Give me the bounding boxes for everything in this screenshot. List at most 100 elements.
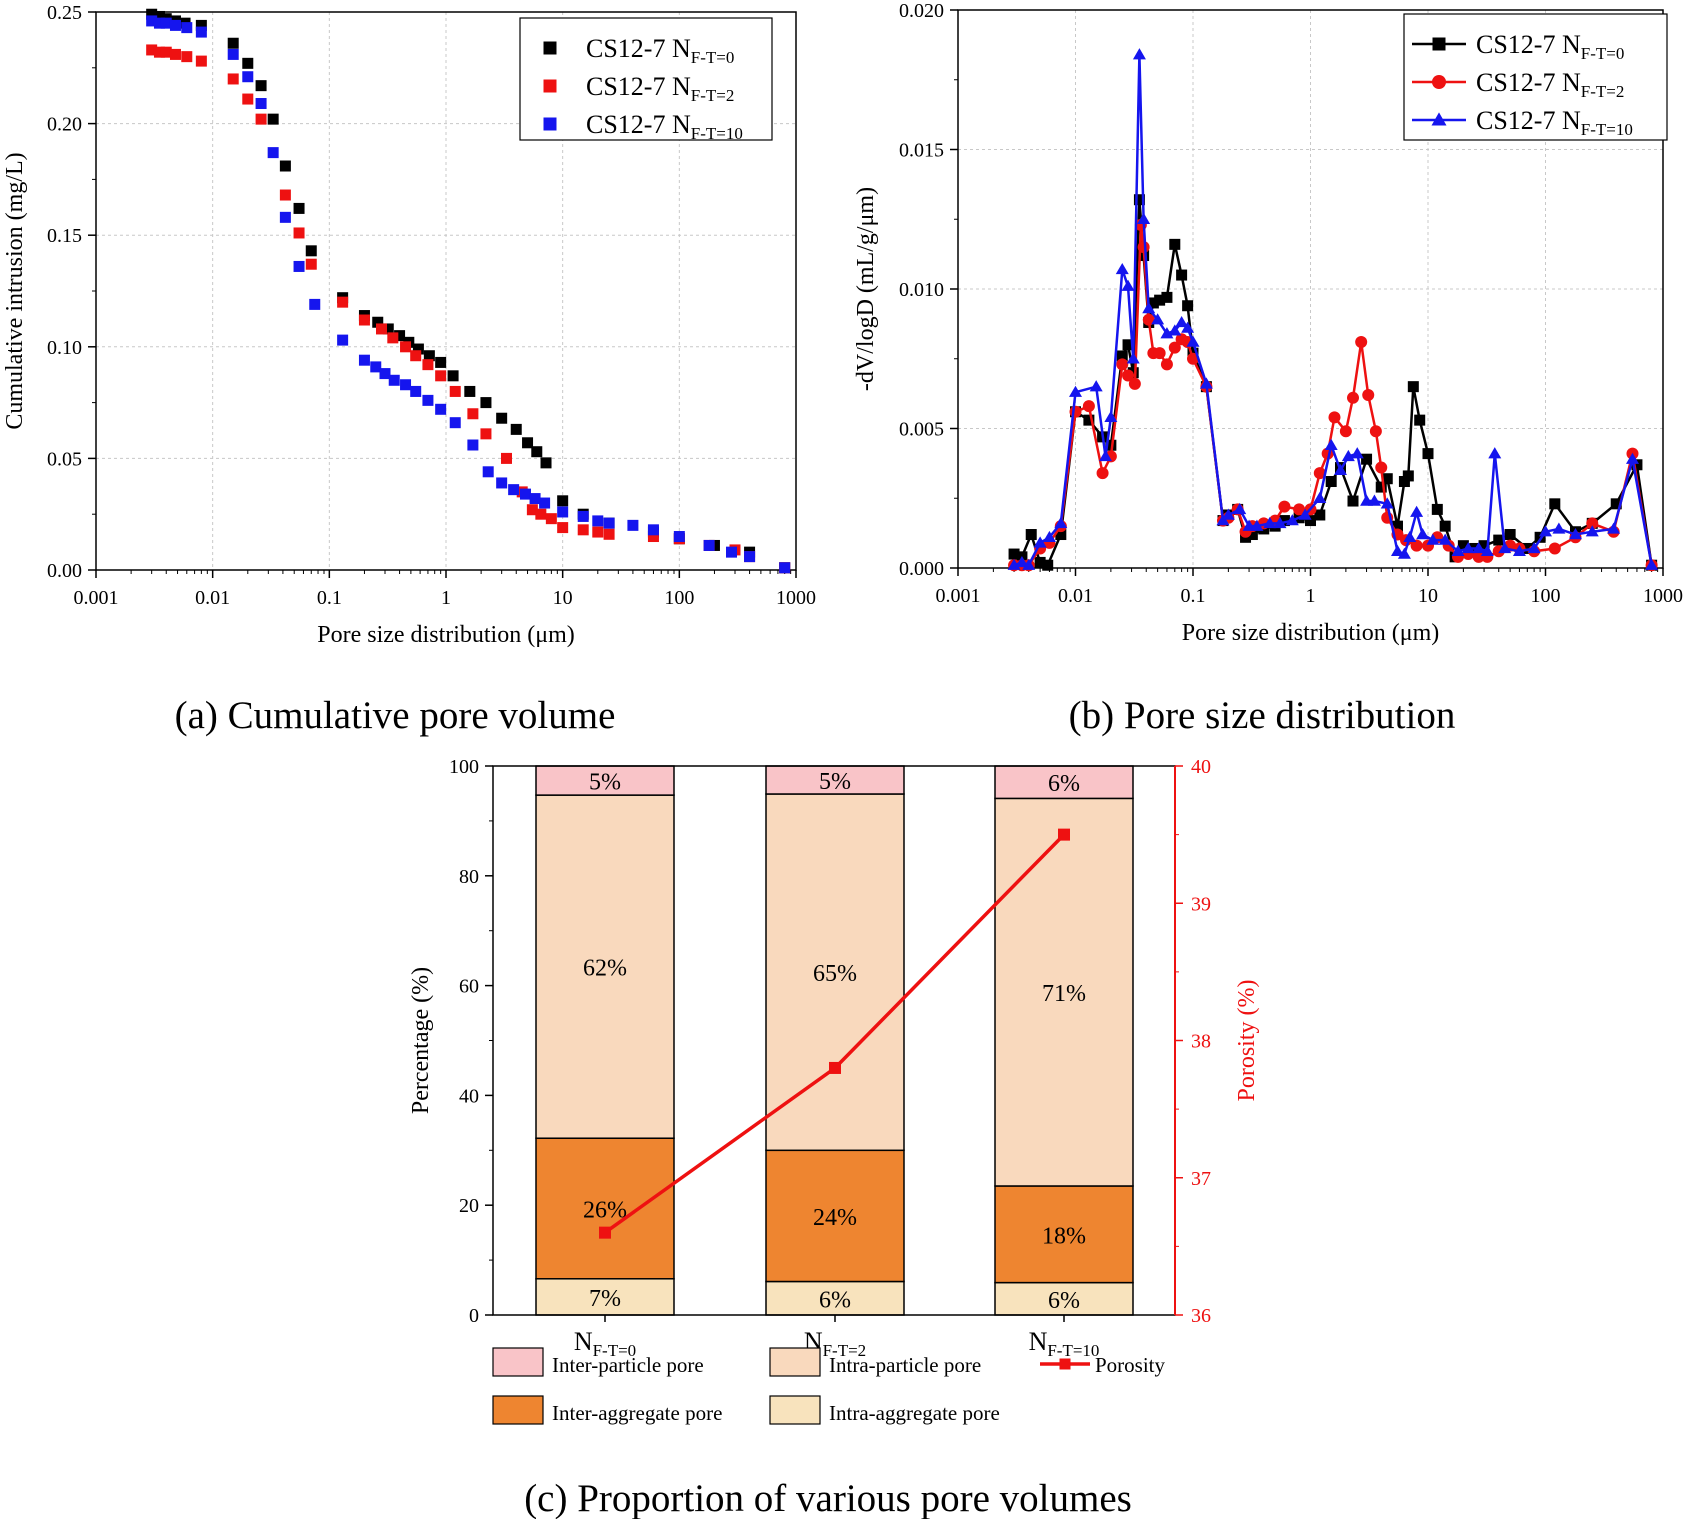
legend-label: Intra-particle pore: [829, 1353, 981, 1377]
data-point: [1186, 335, 1200, 347]
data-point: [1488, 447, 1502, 459]
y-tick-label: 100: [449, 756, 479, 778]
data-point: [1512, 544, 1526, 556]
data-point: [160, 46, 172, 58]
legend-label: CS12-7 NF-T=10: [1476, 106, 1633, 139]
data-point: [435, 370, 447, 382]
data-point: [1369, 425, 1382, 438]
bar-value-label: 24%: [813, 1205, 857, 1231]
x-tick-label: 0.1: [1181, 585, 1206, 607]
data-point: [1607, 522, 1621, 534]
data-point: [1122, 369, 1135, 382]
data-point: [673, 531, 685, 543]
data-point: [400, 379, 412, 391]
data-point: [181, 51, 193, 63]
bar-value-label: 26%: [583, 1197, 627, 1223]
data-point: [1438, 533, 1452, 545]
data-point: [592, 526, 604, 538]
data-point: [1169, 238, 1181, 250]
data-point: [531, 446, 543, 458]
data-point: [1182, 300, 1194, 312]
data-point: [1116, 350, 1128, 362]
data-point: [195, 19, 207, 31]
data-point: [526, 504, 538, 516]
data-point: [1105, 439, 1117, 451]
category-label: NF-T=0: [574, 1327, 636, 1360]
data-point: [435, 356, 447, 368]
data-point: [372, 316, 384, 328]
data-point: [1478, 540, 1490, 552]
data-point: [255, 113, 267, 125]
data-point: [535, 508, 547, 520]
data-point: [1410, 505, 1424, 517]
x-tick-label: 10: [553, 587, 573, 609]
data-point: [1333, 463, 1347, 476]
data-point: [545, 513, 557, 525]
data-point: [1391, 520, 1403, 532]
data-point: [1324, 438, 1338, 450]
data-point: [1457, 540, 1469, 552]
y2-tick-label: 40: [1191, 756, 1211, 778]
data-point: [1154, 294, 1166, 306]
data-point: [1461, 541, 1475, 554]
y2-axis-label: Porosity (%): [1234, 980, 1260, 1102]
x-tick-label: 0.01: [195, 587, 230, 609]
data-point: [1521, 542, 1533, 554]
data-point: [1187, 352, 1199, 365]
y-tick-label: 0.015: [899, 140, 944, 162]
caption-a: (a) Cumulative pore volume: [175, 694, 616, 737]
data-point: [370, 361, 382, 373]
data-point: [467, 439, 479, 451]
data-point: [1278, 515, 1290, 527]
x-tick-label: 100: [664, 587, 694, 609]
data-point: [1137, 241, 1150, 254]
data-point: [1285, 514, 1299, 526]
x-tick-label: 1: [1306, 585, 1316, 607]
data-point: [242, 57, 254, 69]
y-tick-label: 0.25: [47, 2, 82, 24]
legend-label: Intra-aggregate pore: [829, 1401, 1000, 1425]
x-tick-label: 1: [441, 587, 451, 609]
data-point: [1410, 539, 1423, 552]
data-point: [394, 330, 406, 342]
data-point: [1375, 461, 1388, 474]
data-point: [1161, 291, 1173, 303]
y2-tick-label: 37: [1191, 1168, 1211, 1190]
data-point: [1199, 377, 1213, 389]
data-point: [1128, 377, 1141, 390]
data-point: [1069, 405, 1082, 418]
data-point: [1298, 508, 1312, 520]
data-point: [1233, 502, 1247, 515]
data-point: [519, 488, 531, 500]
data-point: [1151, 313, 1165, 325]
data-point: [1293, 503, 1306, 516]
data-point: [1631, 459, 1643, 471]
data-point: [1034, 556, 1046, 568]
y-tick-label: 0.00: [47, 560, 82, 582]
data-point: [1137, 212, 1151, 224]
y-tick-label: 0.05: [47, 448, 82, 470]
data-point: [1175, 316, 1189, 328]
data-point: [1539, 525, 1552, 537]
x-tick-label: 1000: [1643, 585, 1683, 607]
y-tick-label: 0.20: [47, 114, 82, 136]
data-point: [169, 19, 181, 31]
bar-segment: [535, 1278, 675, 1316]
data-point: [1054, 516, 1068, 529]
data-point: [447, 370, 459, 382]
data-point: [1402, 470, 1414, 482]
y-tick-label: 0.005: [899, 419, 944, 441]
legend-swatch: [769, 1395, 821, 1425]
y-axis-label: Percentage (%): [408, 967, 434, 1114]
data-point: [293, 260, 305, 272]
legend-marker: [1432, 37, 1446, 51]
legend-swatch: [492, 1395, 544, 1425]
y-axis-label: -dV/logD (mL/g/μm): [853, 187, 879, 391]
y-tick-label: 60: [459, 976, 479, 998]
data-point: [1160, 358, 1173, 371]
data-point: [146, 8, 158, 20]
data-point: [529, 493, 541, 505]
data-point: [1527, 541, 1541, 554]
y-axis-label: Cumulative intrusion (mg/L): [2, 152, 28, 429]
data-point: [309, 298, 321, 310]
